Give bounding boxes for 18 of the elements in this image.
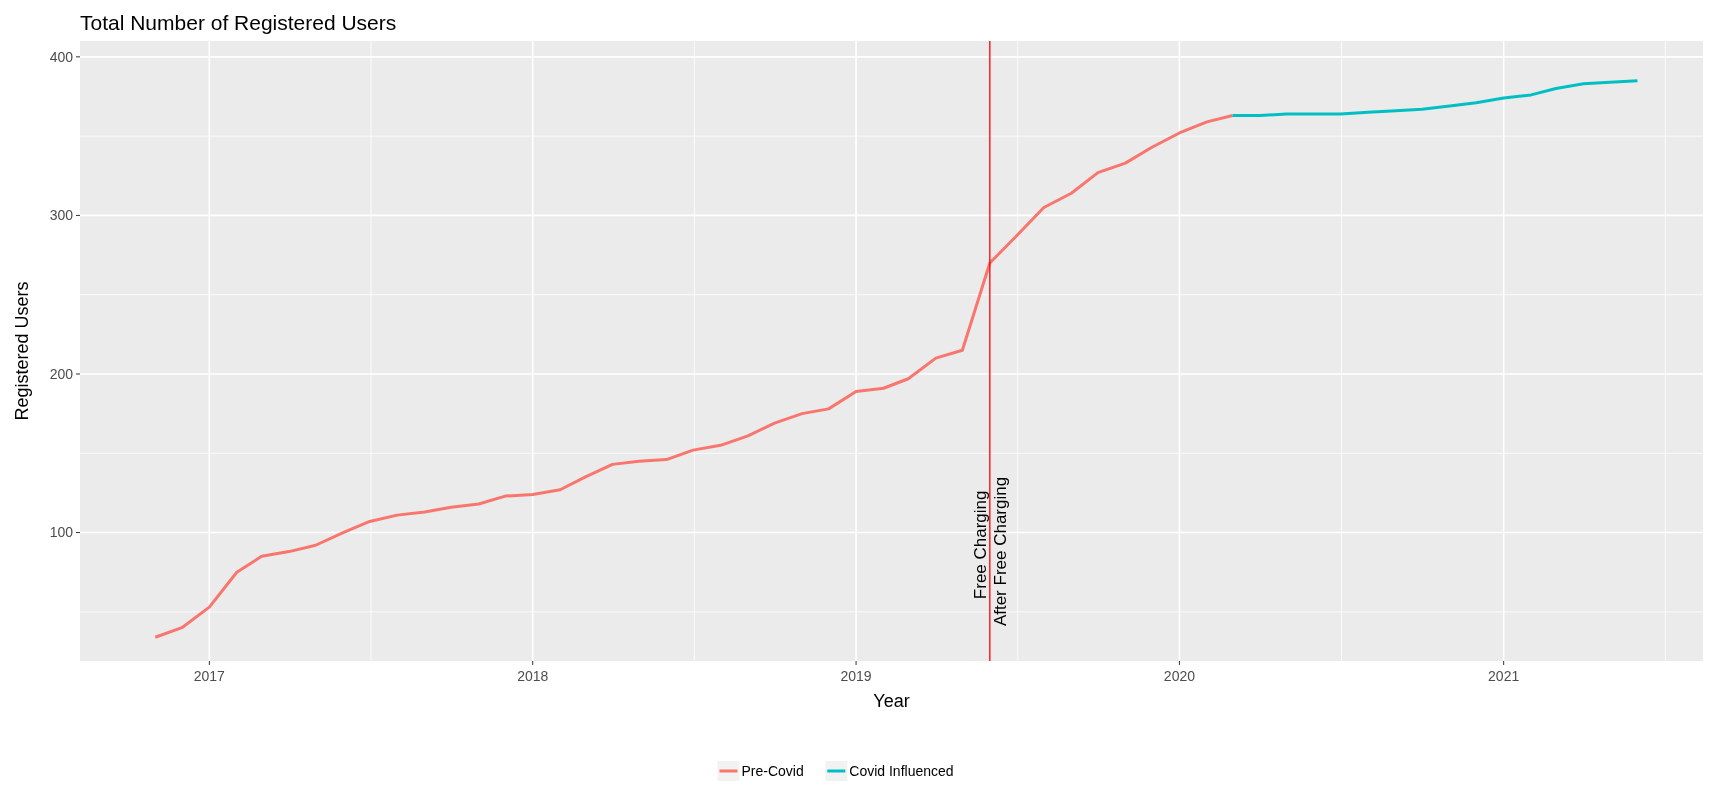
x-tick-label: 2020: [1163, 668, 1196, 684]
x-tick-label: 2018: [517, 668, 549, 684]
y-tick-label: 300: [49, 207, 74, 224]
annotation: After Free Charging: [990, 476, 1010, 627]
legend-label: Pre-Covid: [741, 762, 804, 779]
y-axis-title: Registered Users: [12, 281, 32, 421]
x-tick-label: 2021: [1488, 668, 1520, 684]
line-series: [1231, 79, 1639, 118]
x-tick-label: 2019: [840, 668, 872, 684]
line-series: [153, 114, 1235, 639]
y-tick-label: 400: [49, 48, 74, 65]
x-axis-title: Year: [873, 691, 910, 711]
y-tick-label: 200: [49, 365, 74, 382]
annotation: Free Charging: [970, 490, 990, 600]
legend-label: Covid Influenced: [849, 762, 954, 779]
y-tick-label: 100: [49, 524, 74, 541]
x-tick-label: 2017: [193, 668, 226, 684]
chart-title: Total Number of Registered Users: [80, 11, 397, 34]
